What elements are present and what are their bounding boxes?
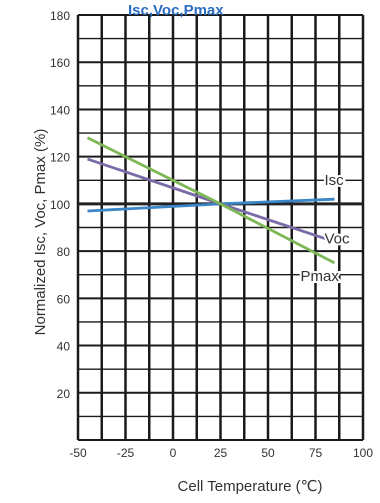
y-tick-label: 120 (50, 151, 70, 165)
chart-title: Isc,Voc,Pmax (128, 2, 224, 19)
x-tick-label: -25 (117, 446, 135, 460)
y-tick-label: 140 (50, 103, 70, 117)
y-axis-label: Normalized Isc, Voc, Pmax (%) (32, 129, 49, 336)
y-tick-label: 20 (57, 387, 71, 401)
grid (76, 14, 365, 441)
series-label-pmax: Pmax (301, 268, 340, 285)
y-tick-label: 100 (50, 198, 70, 212)
series-label-voc: Voc (325, 231, 351, 248)
x-tick-label: 0 (170, 446, 177, 460)
x-tick-label: 100 (353, 446, 373, 460)
x-axis-label: Cell Temperature (℃) (178, 478, 323, 495)
y-tick-label: 40 (57, 340, 71, 354)
x-tick-label: -50 (69, 446, 87, 460)
series-label-isc: Isc (325, 172, 345, 189)
x-tick-label: 50 (261, 446, 275, 460)
y-tick-label: 160 (50, 56, 70, 70)
x-tick-label: 75 (309, 446, 323, 460)
series-line-pmax (86, 136, 336, 265)
x-tick-label: 25 (214, 446, 228, 460)
tick-labels: 20 40 60 80 100 120 140 160 180 -50 -25 0 25 50 75 100 (50, 9, 373, 460)
y-tick-label: 180 (50, 9, 70, 23)
y-tick-label: 60 (57, 292, 71, 306)
series-lines: Isc Voc Pmax (86, 136, 352, 287)
y-tick-label: 80 (57, 245, 71, 259)
